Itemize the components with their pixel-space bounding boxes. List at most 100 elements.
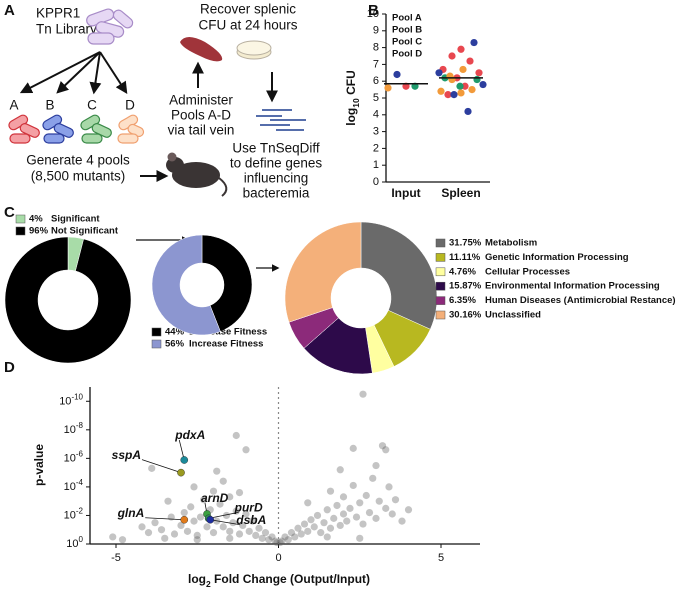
point: [190, 483, 198, 491]
point: [235, 488, 244, 497]
leader-line: [210, 519, 241, 526]
legend-label: Pool D: [392, 49, 422, 60]
point: [310, 523, 318, 531]
point: [343, 517, 351, 525]
point: [304, 499, 312, 507]
legend-swatch: [15, 214, 26, 224]
point: [456, 82, 464, 90]
point: [226, 493, 234, 501]
x-axis-title: log2 Fold Change (Output/Input): [188, 572, 370, 589]
legend-label: Human Diseases (Antimicrobial Restance): [485, 295, 676, 306]
step-text: (8,500 mutants): [31, 169, 126, 184]
point: [239, 521, 247, 530]
title-part: log: [188, 572, 206, 586]
tick-exponent: -2: [76, 506, 84, 515]
gene-label: purD: [234, 501, 263, 515]
y-tick-label: 5: [373, 92, 379, 104]
point: [304, 527, 312, 535]
point: [313, 511, 322, 520]
step-text: Recover splenic: [200, 2, 296, 17]
y-tick-label: 7: [373, 58, 379, 70]
point: [339, 510, 348, 518]
point: [385, 483, 393, 491]
point: [177, 521, 185, 530]
point: [258, 534, 266, 542]
legend-label: Not Significant: [51, 226, 119, 237]
highlight-point: [177, 468, 185, 477]
legend-value: 31.75%: [449, 238, 482, 249]
point: [323, 506, 331, 514]
point: [291, 533, 299, 541]
point: [242, 446, 250, 454]
legend-swatch: [151, 339, 162, 349]
point: [317, 529, 325, 537]
gene-label: dsbA: [236, 513, 266, 527]
tick-exponent: 0: [79, 535, 84, 544]
point: [393, 70, 401, 79]
point: [209, 487, 218, 495]
donut-segment: [360, 221, 438, 330]
legend-label: Metabolism: [485, 238, 537, 249]
point: [170, 530, 179, 538]
title-part: 10: [351, 98, 361, 108]
point: [109, 533, 117, 541]
point: [222, 511, 231, 520]
point: [382, 446, 390, 454]
mouse-icon: [166, 152, 228, 197]
point: [196, 513, 205, 521]
point: [255, 524, 263, 532]
point: [193, 531, 201, 540]
gene-label: glnA: [117, 506, 145, 520]
y-tick-label: 10: [367, 8, 379, 20]
point: [235, 530, 244, 538]
title-part: Fold Change (Output/Input): [211, 572, 370, 586]
pool-label: D: [125, 98, 135, 113]
point: [307, 516, 315, 524]
point: [450, 91, 458, 99]
legend-label: Decrease Fitness: [189, 327, 267, 338]
point: [448, 52, 456, 60]
y-tick-label: 1: [373, 159, 379, 171]
point: [203, 523, 211, 531]
point: [336, 466, 344, 474]
legend-swatch: [435, 281, 446, 291]
point: [294, 524, 302, 532]
panel-label: D: [4, 359, 15, 376]
y-tick-label: 8: [373, 42, 379, 54]
gene-label: arnD: [201, 491, 229, 505]
point: [138, 523, 146, 531]
tick-base: 10: [66, 538, 78, 550]
legend-label: Significant: [51, 214, 100, 225]
y-axis-title: log10 CFU: [344, 70, 361, 125]
point: [148, 464, 156, 472]
donut-segment: [4, 236, 132, 364]
step-text: via tail vein: [168, 123, 235, 138]
legend-value: 44%: [165, 327, 185, 338]
donut-segment: [201, 234, 253, 332]
y-tick-label: 10-4: [64, 478, 84, 493]
point: [448, 75, 456, 84]
step-text: Use TnSeqDiff: [232, 141, 320, 156]
step-text: CFU at 24 hours: [198, 18, 297, 33]
point: [151, 519, 159, 527]
point: [209, 529, 218, 537]
tick-base: 10: [64, 424, 76, 436]
point: [356, 534, 364, 542]
point: [164, 497, 172, 505]
branch-arrows: [19, 51, 128, 95]
point: [248, 517, 257, 525]
point: [391, 496, 400, 504]
point: [213, 467, 221, 475]
point: [459, 65, 467, 74]
point: [190, 517, 198, 525]
legend-label: Increase Fitness: [189, 339, 263, 350]
point: [261, 529, 270, 537]
point: [466, 57, 474, 65]
point: [144, 529, 153, 537]
point: [435, 69, 443, 77]
point: [276, 538, 284, 547]
point: [339, 493, 348, 501]
point: [356, 499, 364, 507]
point: [464, 107, 472, 116]
